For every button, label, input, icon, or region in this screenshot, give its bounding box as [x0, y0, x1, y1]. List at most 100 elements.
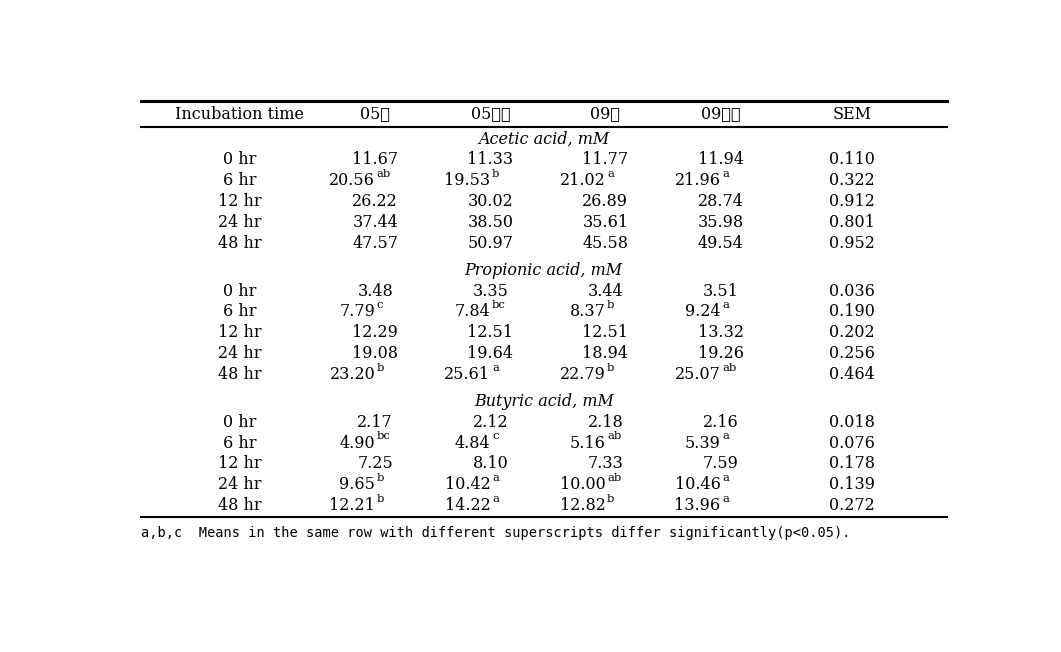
Text: 21.02: 21.02: [560, 172, 606, 189]
Text: 12.21: 12.21: [329, 497, 376, 514]
Text: ab: ab: [377, 169, 392, 179]
Text: 11.77: 11.77: [582, 151, 628, 168]
Text: a: a: [492, 363, 499, 373]
Text: a: a: [723, 473, 729, 483]
Text: 2.16: 2.16: [702, 414, 738, 431]
Text: a: a: [492, 494, 499, 504]
Text: 25.61: 25.61: [445, 366, 490, 383]
Text: 6 hr: 6 hr: [223, 172, 257, 189]
Text: 35.61: 35.61: [582, 214, 628, 231]
Text: 0.801: 0.801: [830, 214, 875, 231]
Text: 19.64: 19.64: [467, 345, 514, 362]
Text: 7.84: 7.84: [454, 303, 490, 321]
Text: 14.22: 14.22: [445, 497, 490, 514]
Text: bc: bc: [377, 432, 390, 441]
Text: 7.79: 7.79: [340, 303, 376, 321]
Text: 3.35: 3.35: [472, 283, 508, 300]
Text: 12 hr: 12 hr: [218, 193, 261, 210]
Text: ab: ab: [723, 363, 736, 373]
Text: 12.51: 12.51: [582, 324, 628, 342]
Text: 12.51: 12.51: [467, 324, 514, 342]
Text: 2.18: 2.18: [588, 414, 623, 431]
Text: ab: ab: [607, 473, 622, 483]
Text: 26.89: 26.89: [582, 193, 628, 210]
Text: b: b: [377, 473, 384, 483]
Text: 05벼: 05벼: [360, 106, 390, 123]
Text: 12.29: 12.29: [352, 324, 398, 342]
Text: 48 hr: 48 hr: [218, 235, 261, 252]
Text: 8.10: 8.10: [472, 456, 508, 473]
Text: 48 hr: 48 hr: [218, 366, 261, 383]
Text: 0.202: 0.202: [830, 324, 875, 342]
Text: 12.82: 12.82: [559, 497, 606, 514]
Text: a: a: [492, 473, 499, 483]
Text: 13.32: 13.32: [697, 324, 744, 342]
Text: a: a: [723, 169, 729, 179]
Text: 9.65: 9.65: [340, 477, 376, 494]
Text: 09벼: 09벼: [590, 106, 621, 123]
Text: 11.67: 11.67: [352, 151, 398, 168]
Text: 35.98: 35.98: [697, 214, 744, 231]
Text: 0.190: 0.190: [830, 303, 875, 321]
Text: 48 hr: 48 hr: [218, 497, 261, 514]
Text: 24 hr: 24 hr: [218, 477, 261, 494]
Text: Acetic acid, mM: Acetic acid, mM: [479, 130, 609, 147]
Text: 24 hr: 24 hr: [218, 214, 261, 231]
Text: b: b: [492, 169, 500, 179]
Text: 19.08: 19.08: [352, 345, 398, 362]
Text: 37.44: 37.44: [352, 214, 398, 231]
Text: 10.42: 10.42: [445, 477, 490, 494]
Text: b: b: [377, 494, 384, 504]
Text: a: a: [723, 494, 729, 504]
Text: a: a: [723, 301, 729, 310]
Text: 25.07: 25.07: [675, 366, 720, 383]
Text: 45.58: 45.58: [582, 235, 628, 252]
Text: c: c: [492, 432, 499, 441]
Text: 05현미: 05현미: [470, 106, 510, 123]
Text: 0.036: 0.036: [830, 283, 875, 300]
Text: 5.16: 5.16: [570, 435, 606, 452]
Text: b: b: [607, 363, 614, 373]
Text: 0.139: 0.139: [829, 477, 875, 494]
Text: 26.22: 26.22: [352, 193, 398, 210]
Text: 47.57: 47.57: [352, 235, 398, 252]
Text: a: a: [723, 432, 729, 441]
Text: 24 hr: 24 hr: [218, 345, 261, 362]
Text: 30.02: 30.02: [468, 193, 514, 210]
Text: 49.54: 49.54: [698, 235, 744, 252]
Text: 0 hr: 0 hr: [223, 283, 256, 300]
Text: 19.53: 19.53: [445, 172, 490, 189]
Text: 50.97: 50.97: [467, 235, 514, 252]
Text: 11.33: 11.33: [467, 151, 514, 168]
Text: 10.46: 10.46: [675, 477, 720, 494]
Text: 0.952: 0.952: [830, 235, 875, 252]
Text: 6 hr: 6 hr: [223, 303, 257, 321]
Text: a: a: [607, 169, 614, 179]
Text: 3.51: 3.51: [702, 283, 738, 300]
Text: 0.178: 0.178: [829, 456, 875, 473]
Text: 0.272: 0.272: [830, 497, 875, 514]
Text: Propionic acid, mM: Propionic acid, mM: [465, 261, 623, 278]
Text: 20.56: 20.56: [329, 172, 376, 189]
Text: 12 hr: 12 hr: [218, 456, 261, 473]
Text: 6 hr: 6 hr: [223, 435, 257, 452]
Text: 18.94: 18.94: [582, 345, 628, 362]
Text: 9.24: 9.24: [685, 303, 720, 321]
Text: 10.00: 10.00: [560, 477, 606, 494]
Text: 4.84: 4.84: [455, 435, 490, 452]
Text: 0.322: 0.322: [830, 172, 875, 189]
Text: 4.90: 4.90: [340, 435, 376, 452]
Text: 7.33: 7.33: [588, 456, 624, 473]
Text: 2.17: 2.17: [358, 414, 393, 431]
Text: 13.96: 13.96: [675, 497, 720, 514]
Text: ab: ab: [607, 432, 622, 441]
Text: SEM: SEM: [833, 106, 872, 123]
Text: b: b: [607, 301, 614, 310]
Text: c: c: [377, 301, 383, 310]
Text: 3.48: 3.48: [358, 283, 393, 300]
Text: Incubation time: Incubation time: [175, 106, 305, 123]
Text: 0.076: 0.076: [830, 435, 875, 452]
Text: b: b: [607, 494, 614, 504]
Text: 0.110: 0.110: [830, 151, 875, 168]
Text: b: b: [377, 363, 384, 373]
